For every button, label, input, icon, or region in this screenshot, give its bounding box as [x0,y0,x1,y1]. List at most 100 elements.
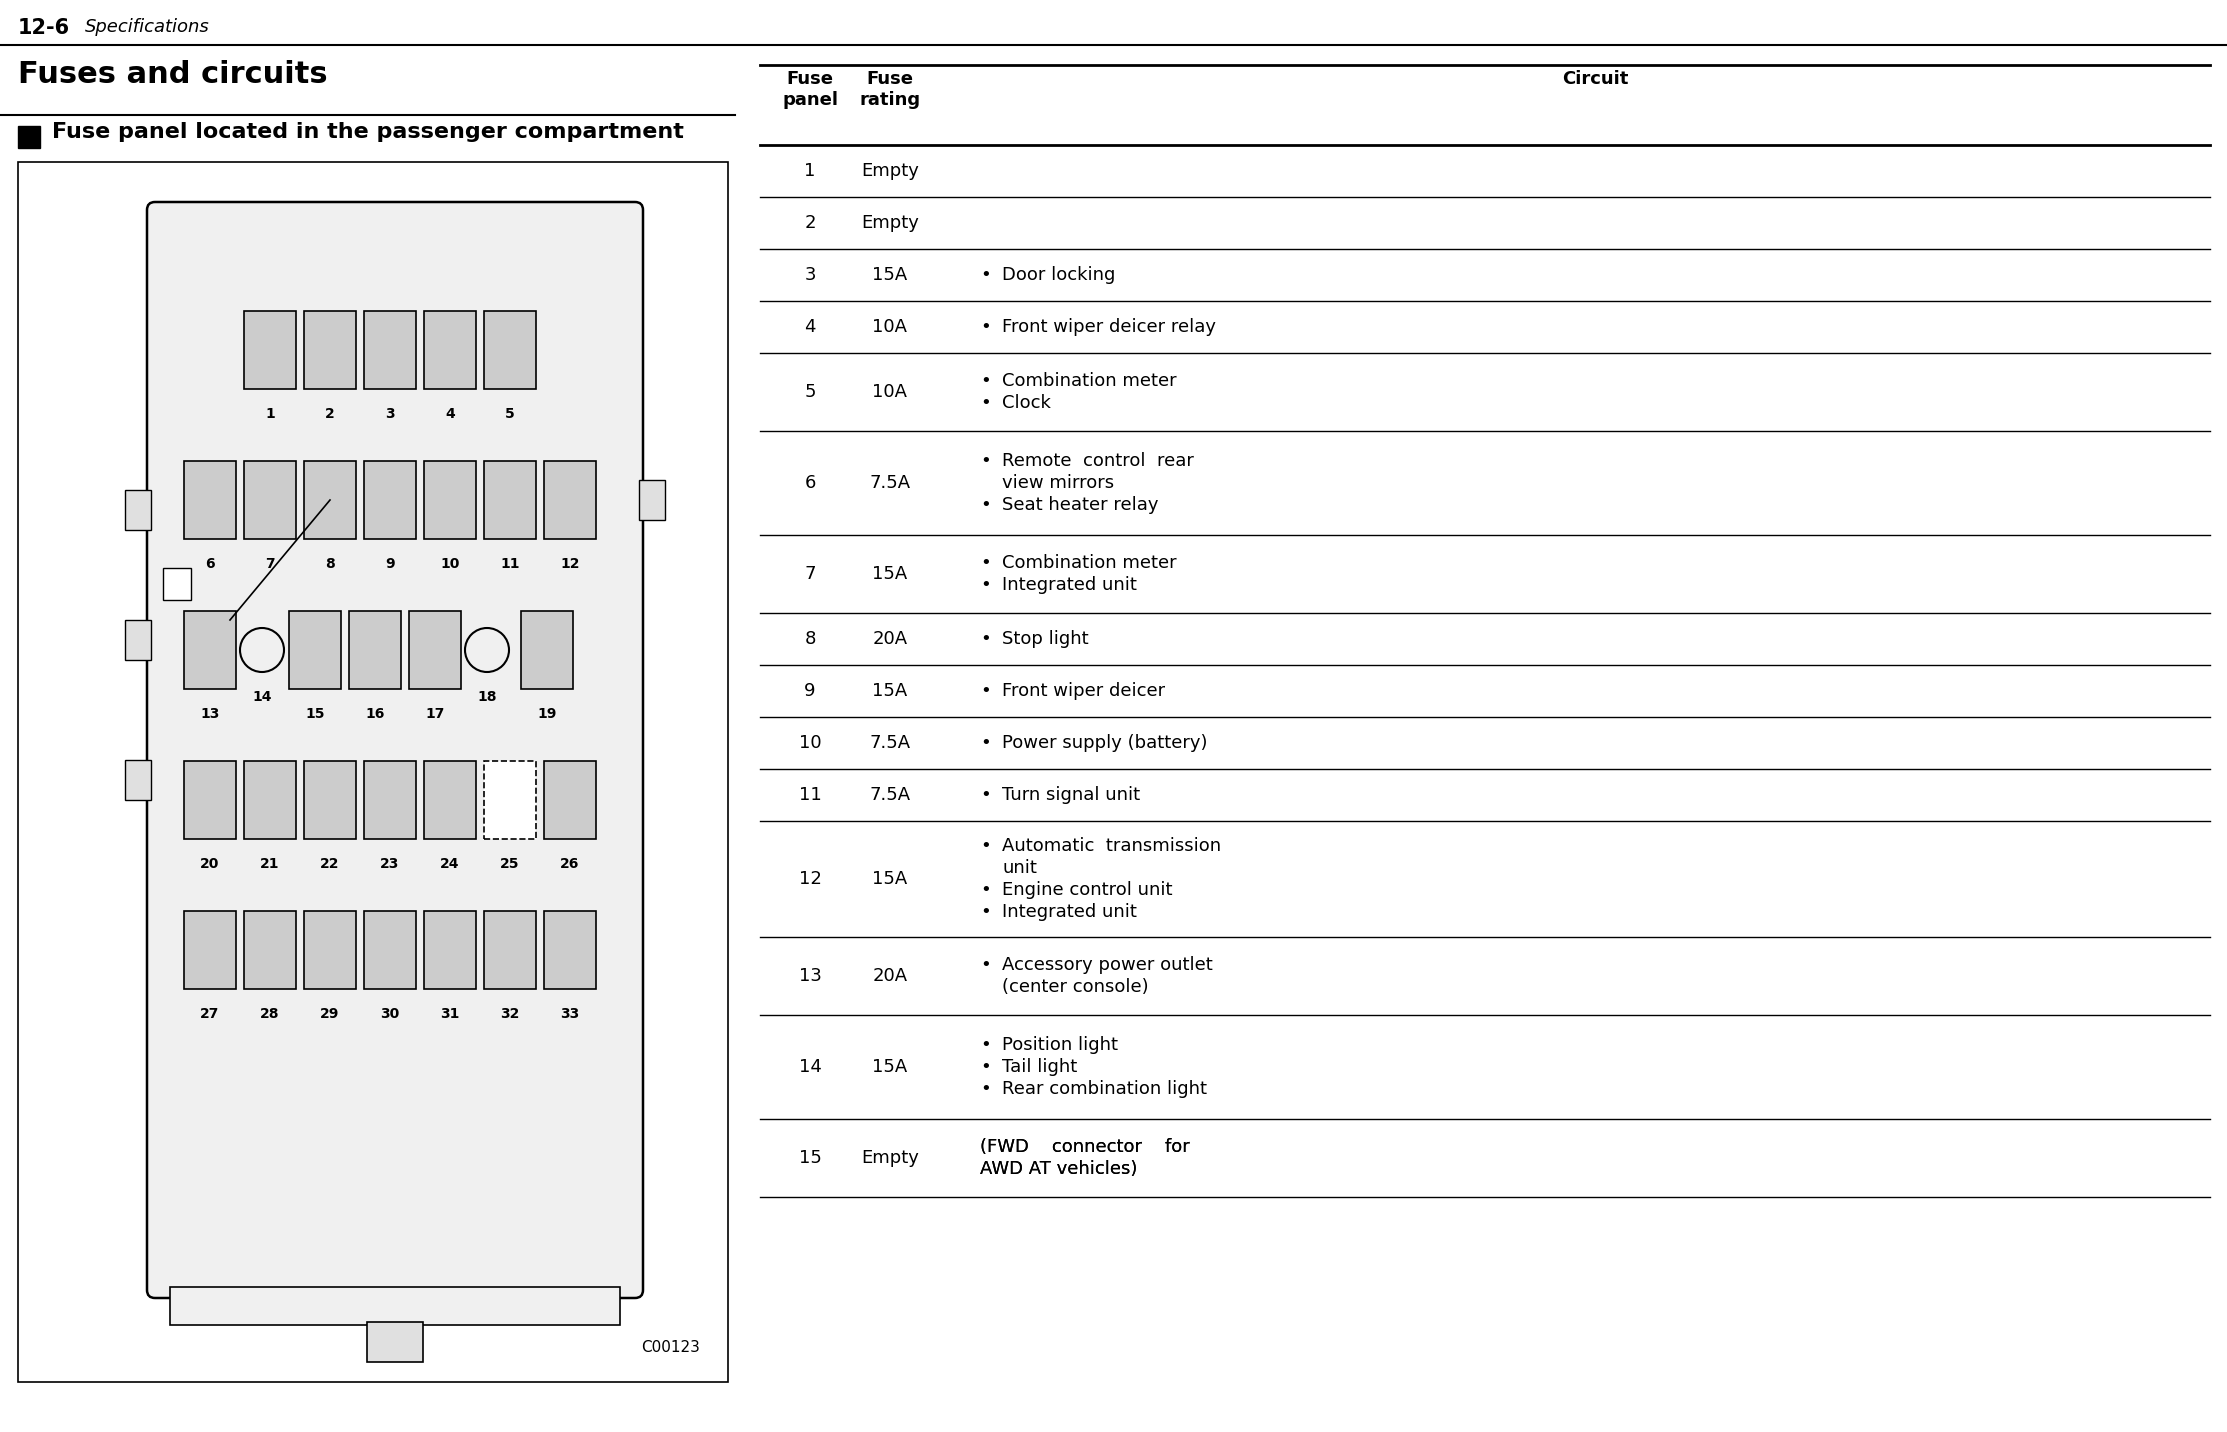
Bar [423,461,477,538]
Text: 17: 17 [425,707,445,720]
Text: 20: 20 [200,856,220,871]
Text: 20A: 20A [873,967,909,985]
Bar [521,611,572,689]
Text: 11: 11 [799,786,822,803]
Text: 15A: 15A [873,566,909,583]
Bar [245,311,296,390]
Bar [423,911,477,990]
Text: Circuit: Circuit [1561,70,1628,87]
Text: 7: 7 [804,566,815,583]
Bar [125,490,151,530]
Text: Seat heater relay: Seat heater relay [1002,495,1158,514]
Text: Door locking: Door locking [1002,266,1116,284]
Text: Fuse
panel: Fuse panel [782,70,837,109]
Text: 13: 13 [200,707,220,720]
Text: Power supply (battery): Power supply (battery) [1002,735,1207,752]
Text: 14: 14 [252,690,272,705]
Bar [305,760,356,839]
Text: 23: 23 [381,856,399,871]
Text: Position light: Position light [1002,1035,1118,1054]
Text: 26: 26 [561,856,579,871]
Bar [483,911,537,990]
Text: •: • [980,266,991,284]
Text: 12: 12 [561,557,579,571]
Text: Front wiper deicer relay: Front wiper deicer relay [1002,318,1216,337]
Bar [543,760,597,839]
Bar [245,461,296,538]
Text: •: • [980,453,991,470]
Bar [423,760,477,839]
Text: C00123: C00123 [641,1340,699,1355]
Bar [363,461,416,538]
Text: (FWD    connector    for: (FWD connector for [980,1138,1189,1156]
Text: 13: 13 [799,967,822,985]
Text: Tail light: Tail light [1002,1058,1078,1075]
Text: 9: 9 [385,557,394,571]
Text: •: • [980,786,991,803]
Text: 15: 15 [305,707,325,720]
Bar [363,311,416,390]
Text: 15: 15 [799,1148,822,1167]
Bar [350,611,401,689]
Text: unit: unit [1002,859,1038,876]
Text: 20A: 20A [873,630,909,649]
Text: 6: 6 [205,557,214,571]
Text: •: • [980,1058,991,1075]
Text: 9: 9 [804,682,815,700]
Text: •: • [980,735,991,752]
Bar [423,311,477,390]
Text: 1: 1 [804,162,815,180]
Text: 12: 12 [799,871,822,888]
Text: Fuse panel located in the passenger compartment: Fuse panel located in the passenger comp… [51,122,684,142]
Bar [245,760,296,839]
Text: Empty: Empty [862,162,920,180]
Text: view mirrors: view mirrors [1002,474,1114,493]
Text: 27: 27 [200,1007,220,1021]
Text: 2: 2 [325,407,334,421]
Text: AWD AT vehicles): AWD AT vehicles) [980,1160,1138,1179]
Bar [363,911,416,990]
Text: 6: 6 [804,474,815,493]
Text: •: • [980,881,991,899]
Text: 8: 8 [325,557,334,571]
Text: 8: 8 [804,630,815,649]
Bar [163,569,192,600]
Text: 19: 19 [537,707,557,720]
Text: Rear combination light: Rear combination light [1002,1080,1207,1098]
Bar [483,461,537,538]
Text: Stop light: Stop light [1002,630,1089,649]
Text: •: • [980,495,991,514]
Text: Integrated unit: Integrated unit [1002,576,1136,594]
Text: 7: 7 [265,557,274,571]
Bar [483,311,537,390]
Text: AWD AT vehicles): AWD AT vehicles) [980,1160,1138,1179]
Text: 33: 33 [561,1007,579,1021]
Text: Empty: Empty [862,1148,920,1167]
Bar [363,760,416,839]
Text: 5: 5 [804,382,815,401]
Text: 21: 21 [261,856,281,871]
Bar [125,760,151,800]
Bar [410,611,461,689]
Text: 29: 29 [321,1007,341,1021]
Text: •: • [980,836,991,855]
Text: 15A: 15A [873,682,909,700]
Text: Combination meter: Combination meter [1002,372,1176,390]
Text: 4: 4 [445,407,454,421]
Text: Fuse
rating: Fuse rating [860,70,920,109]
Text: 3: 3 [804,266,815,284]
Text: •: • [980,957,991,974]
Text: Automatic  transmission: Automatic transmission [1002,836,1220,855]
Text: 10A: 10A [873,318,906,337]
Text: 30: 30 [381,1007,399,1021]
Text: •: • [980,630,991,649]
Text: 22: 22 [321,856,341,871]
Text: •: • [980,394,991,412]
Bar [185,760,236,839]
Text: •: • [980,1080,991,1098]
Text: 10: 10 [441,557,459,571]
Text: Integrated unit: Integrated unit [1002,904,1136,921]
Text: •: • [980,682,991,700]
Text: 5: 5 [506,407,514,421]
Bar [543,911,597,990]
